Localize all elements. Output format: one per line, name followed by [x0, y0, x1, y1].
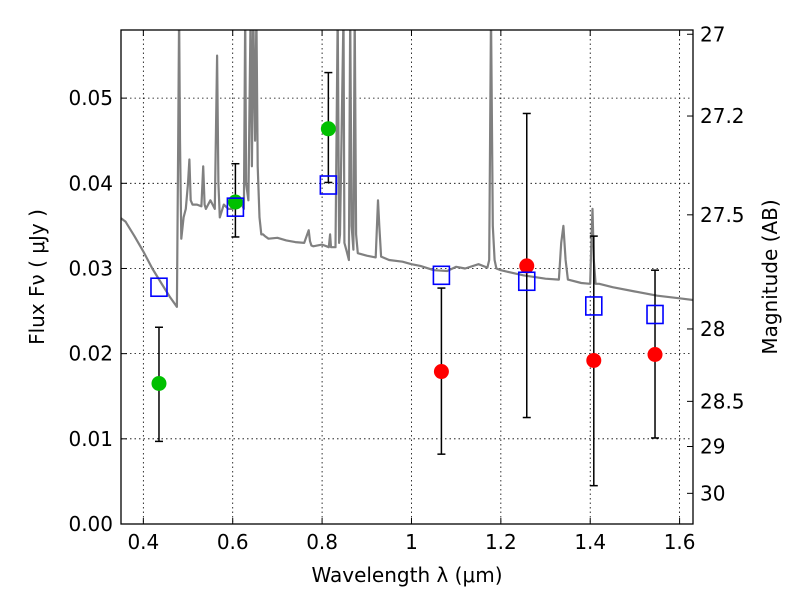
x-tick-label: 0.8 — [306, 530, 338, 554]
plot-frame — [120, 29, 694, 525]
blue-square-marker — [584, 296, 603, 316]
x-tick-label: 1.6 — [664, 530, 696, 554]
red-point — [433, 364, 449, 380]
error-bars — [154, 71, 660, 487]
x-tick-label: 1 — [405, 530, 418, 554]
y-tick-label: 0.05 — [68, 86, 113, 110]
green-point — [320, 121, 336, 137]
blue-square-marker — [517, 271, 536, 292]
y-tick-label: 0.00 — [68, 512, 113, 536]
x-tick-label: 0.6 — [217, 530, 249, 554]
y-axis-label: Flux Fν ( μJy ) — [25, 209, 49, 345]
right-tick-label: 27.2 — [700, 104, 745, 128]
right-tick-label: 28 — [700, 317, 725, 341]
red-point — [647, 347, 663, 363]
y-tick-label: 0.03 — [68, 256, 113, 280]
blue-square-marker — [150, 277, 168, 298]
right-tick-label: 27.5 — [700, 203, 745, 227]
blue-square-marker — [319, 175, 338, 195]
right-tick-label: 28.5 — [700, 389, 745, 413]
blue-square-marker — [226, 197, 245, 217]
y-tick-label: 0.01 — [68, 427, 113, 451]
blue-square-marker — [432, 265, 451, 286]
model-spectrum — [121, 30, 693, 308]
x-tick-label: 0.4 — [127, 530, 159, 554]
model-spectrum-line — [121, 30, 693, 308]
green-point — [227, 194, 243, 210]
markers — [150, 121, 664, 391]
x-tick-label: 1.4 — [574, 530, 606, 554]
right-tick-label: 29 — [700, 434, 725, 458]
red-point — [586, 352, 602, 368]
right-axis-label: Magnitude (AB) — [758, 199, 782, 354]
grid — [121, 30, 693, 524]
right-tick-label: 30 — [700, 481, 725, 505]
blue-square-marker — [646, 304, 664, 325]
right-tick-label: 27 — [700, 22, 725, 46]
y-tick-label: 0.02 — [68, 342, 113, 366]
red-point — [519, 258, 535, 274]
x-tick-label: 1.2 — [485, 530, 517, 554]
green-point — [151, 375, 167, 391]
x-axis-label: Wavelength λ (μm) — [311, 563, 502, 587]
ticks: 0.4 0.6 0.8 1 1.2 1.4 1.6 0.00 0.01 0.02 0.03 0.04 0… — [68, 22, 744, 554]
y-tick-label: 0.04 — [68, 171, 113, 195]
